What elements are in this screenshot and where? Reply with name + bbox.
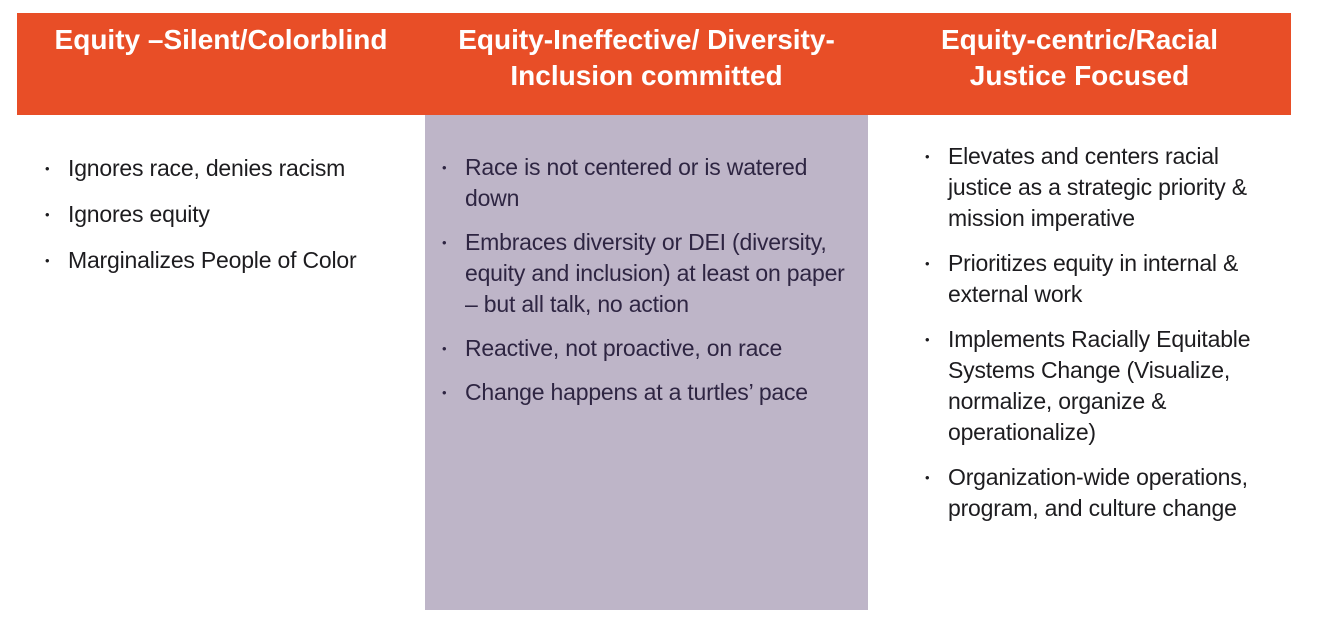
header-cell-equity-ineffective-diversity-inclusion: Equity-Ineffective/ Diversity- Inclusion … xyxy=(425,13,868,115)
bullet-dot-icon: • xyxy=(925,332,930,347)
middle-column-panel xyxy=(425,115,868,610)
list-item-text: Organization-wide operations, program, a… xyxy=(948,464,1248,521)
bullet-dot-icon: • xyxy=(925,470,930,485)
header-line: Equity –Silent/Colorblind xyxy=(54,24,388,55)
bullet-dot-icon: • xyxy=(442,385,447,400)
header-line: Equity-Ineffective/ Diversity- xyxy=(458,24,835,55)
bullet-list-equity-ineffective: • Race is not centered or is watered down… xyxy=(442,152,860,408)
list-item-text: Embraces diversity or DEI (diversity, eq… xyxy=(465,229,845,317)
list-item: • Elevates and centers racial justice as … xyxy=(925,141,1258,234)
list-item-text: Elevates and centers racial justice as a… xyxy=(948,143,1247,231)
list-item-text: Prioritizes equity in internal & externa… xyxy=(948,250,1239,307)
header-line: Justice Focused xyxy=(969,60,1190,91)
list-item: • Change happens at a turtles’ pace xyxy=(442,377,860,408)
list-item: • Marginalizes People of Color xyxy=(45,245,385,276)
bullet-list-equity-silent: • Ignores race, denies racism • Ignores equ… xyxy=(45,153,385,276)
bullet-dot-icon: • xyxy=(925,256,930,271)
bullet-dot-icon: • xyxy=(45,207,50,222)
column-body-equity-ineffective: • Race is not centered or is watered down… xyxy=(425,152,868,421)
list-item: • Ignores equity xyxy=(45,199,385,230)
header-line: Equity-centric/Racial xyxy=(941,24,1218,55)
list-item-text: Race is not centered or is watered down xyxy=(465,154,808,211)
header-cell-equity-silent-colorblind: Equity –Silent/Colorblind xyxy=(17,13,425,115)
bullet-list-equity-centric: • Elevates and centers racial justice as … xyxy=(925,141,1258,524)
list-item: • Race is not centered or is watered down xyxy=(442,152,860,214)
bullet-dot-icon: • xyxy=(442,160,447,175)
list-item: • Reactive, not proactive, on race xyxy=(442,333,860,364)
bullet-dot-icon: • xyxy=(442,341,447,356)
list-item-text: Ignores equity xyxy=(68,201,210,227)
list-item: • Prioritizes equity in internal & extern… xyxy=(925,248,1258,310)
header-line: Inclusion committed xyxy=(510,60,783,91)
list-item-text: Ignores race, denies racism xyxy=(68,155,346,181)
table-header-row: Equity –Silent/Colorblind Equity-Ineffec… xyxy=(17,13,1291,115)
list-item: • Ignores race, denies racism xyxy=(45,153,385,184)
list-item: • Embraces diversity or DEI (diversity, e… xyxy=(442,227,860,320)
list-item: • Organization-wide operations, program, … xyxy=(925,462,1258,524)
column-body-equity-centric: • Elevates and centers racial justice as … xyxy=(868,141,1291,538)
list-item: • Implements Racially Equitable Systems C… xyxy=(925,324,1258,448)
bullet-dot-icon: • xyxy=(45,253,50,268)
list-item-text: Reactive, not proactive, on race xyxy=(465,335,783,361)
header-cell-equity-centric-racial-justice: Equity-centric/Racial Justice Focused xyxy=(868,13,1291,115)
bullet-dot-icon: • xyxy=(442,235,447,250)
list-item-text: Implements Racially Equitable Systems Ch… xyxy=(948,326,1251,445)
list-item-text: Change happens at a turtles’ pace xyxy=(465,379,808,405)
bullet-dot-icon: • xyxy=(45,161,50,176)
column-body-equity-silent-colorblind: • Ignores race, denies racism • Ignores equ… xyxy=(17,153,425,291)
list-item-text: Marginalizes People of Color xyxy=(68,247,357,273)
bullet-dot-icon: • xyxy=(925,149,930,164)
